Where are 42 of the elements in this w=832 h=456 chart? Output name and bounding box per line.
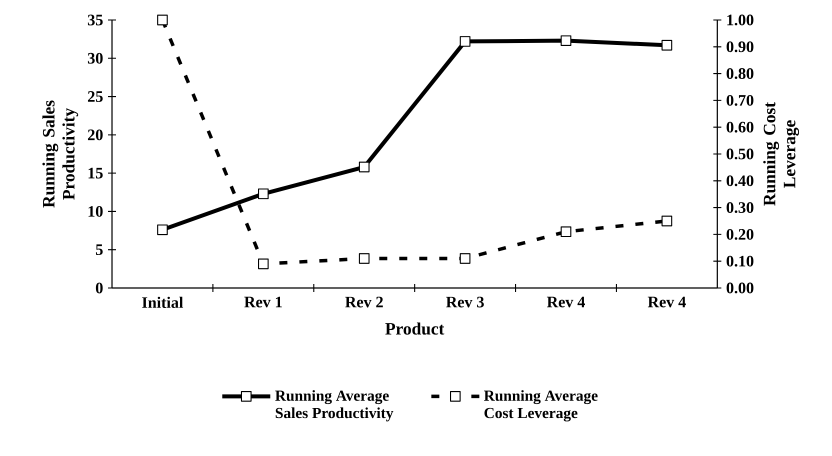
y2-tick-label: 0.90 bbox=[726, 41, 754, 52]
point bbox=[358, 162, 370, 172]
y2-tick-label: 1.00 bbox=[727, 14, 754, 26]
point bbox=[358, 253, 370, 264]
y-tick-label: 20 bbox=[88, 129, 103, 140]
point bbox=[157, 224, 168, 236]
point bbox=[560, 226, 572, 238]
point bbox=[560, 35, 572, 46]
point bbox=[460, 36, 470, 47]
point bbox=[258, 258, 269, 270]
y-tick-label: 0 bbox=[96, 282, 103, 294]
y-tick-label: 10 bbox=[88, 206, 103, 217]
y2-tick-label: 0.50 bbox=[726, 148, 754, 160]
point bbox=[460, 253, 470, 264]
x-tick-label: Rev 1 bbox=[244, 296, 282, 308]
y-tick-label: 25 bbox=[88, 91, 103, 102]
y2-tick-label: 0.60 bbox=[726, 122, 754, 133]
point bbox=[258, 188, 269, 200]
y-tick-label: 30 bbox=[88, 52, 103, 64]
y2-tick-label: 0.10 bbox=[726, 256, 754, 267]
point bbox=[662, 216, 672, 226]
x-axis-title: Product bbox=[385, 322, 444, 335]
y2-tick-label: 0.40 bbox=[726, 175, 754, 186]
legend-label: Running Average Cost Leverage bbox=[484, 390, 598, 422]
y2-axis-title: Running Cost Leverage bbox=[763, 102, 800, 206]
x-tick-label: Rev 2 bbox=[345, 296, 383, 308]
x-tick-label: Rev 3 bbox=[446, 296, 484, 308]
y2-tick-label: 0.70 bbox=[726, 94, 754, 106]
point bbox=[157, 14, 168, 26]
y-axis-title: Running Sales Productivity bbox=[42, 100, 78, 208]
point bbox=[662, 40, 672, 51]
x-tick-label: Rev 4 bbox=[648, 296, 686, 308]
y2-tick-label: 0.00 bbox=[726, 282, 754, 294]
y-tick-label: 15 bbox=[88, 168, 103, 178]
y2-tick-label: 0.30 bbox=[726, 202, 754, 214]
y2-tick-label: 0.20 bbox=[726, 228, 754, 240]
x-tick-label: Rev 4 bbox=[546, 296, 585, 308]
y-tick-label: 5 bbox=[96, 244, 103, 256]
x-tick-label: Initial bbox=[142, 296, 184, 308]
legend-label: Running Average Sales Productivity bbox=[275, 390, 394, 422]
y-tick-label: 35 bbox=[88, 14, 103, 26]
y2-tick-label: 0.80 bbox=[726, 68, 754, 80]
